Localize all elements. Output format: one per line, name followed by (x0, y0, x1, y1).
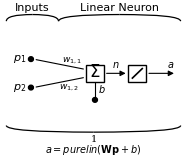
Text: $a = purelin(\mathbf{Wp}+b)$: $a = purelin(\mathbf{Wp}+b)$ (45, 143, 142, 157)
Text: $p_2$: $p_2$ (14, 82, 27, 94)
Text: 1: 1 (90, 135, 97, 144)
Text: $w_{1,1}$: $w_{1,1}$ (62, 56, 83, 66)
Text: $b$: $b$ (98, 83, 106, 95)
Text: $a$: $a$ (167, 61, 174, 71)
Text: Linear Neuron: Linear Neuron (80, 3, 159, 13)
Text: $n$: $n$ (112, 61, 120, 71)
FancyBboxPatch shape (86, 65, 104, 82)
Text: $\Sigma$: $\Sigma$ (89, 63, 101, 81)
Circle shape (92, 98, 97, 102)
Text: Inputs: Inputs (15, 3, 50, 13)
Circle shape (28, 57, 33, 62)
Circle shape (28, 85, 33, 90)
FancyBboxPatch shape (129, 65, 146, 82)
Text: $w_{1,2}$: $w_{1,2}$ (59, 82, 78, 93)
Text: $p_1$: $p_1$ (13, 53, 27, 65)
